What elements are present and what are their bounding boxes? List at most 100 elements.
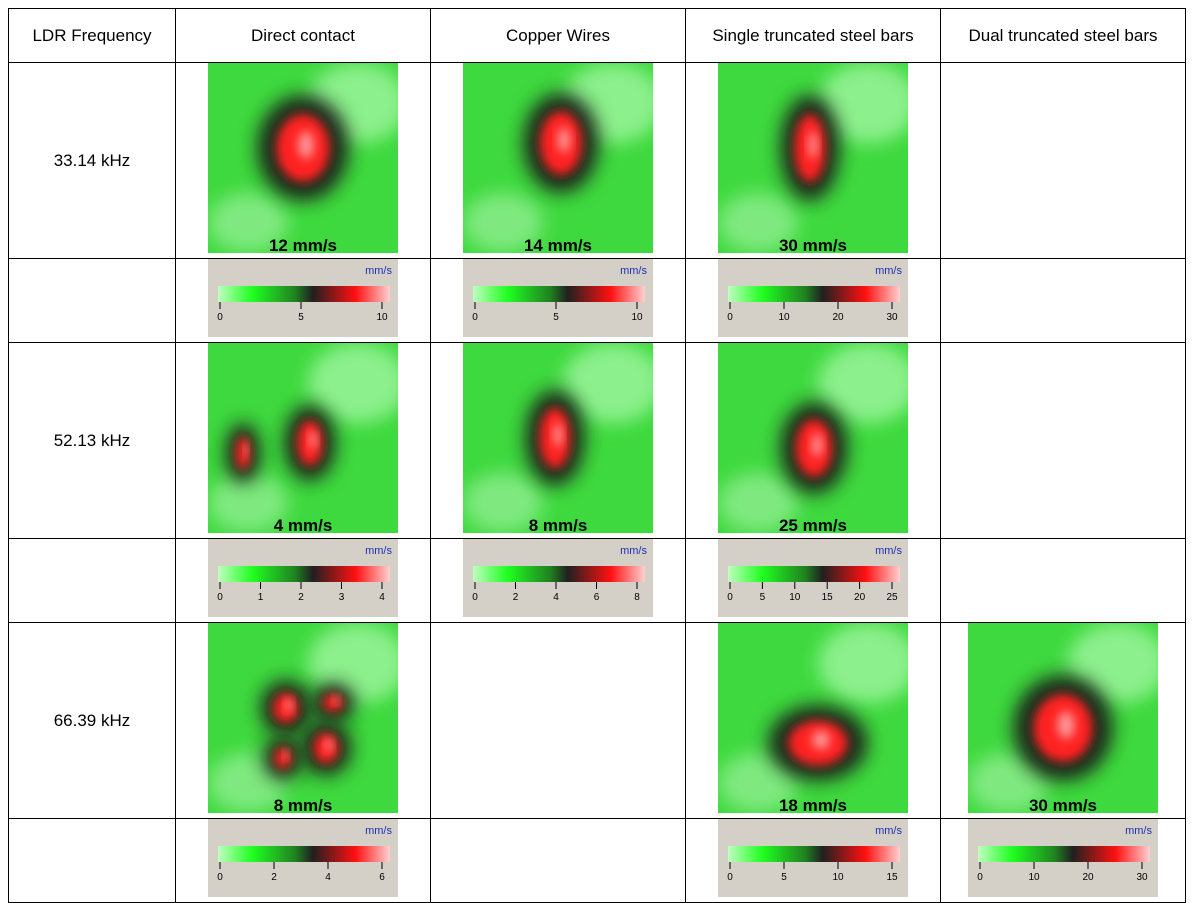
heatmap-core <box>811 433 823 457</box>
heatmap-light <box>718 193 798 253</box>
colorbar-tick-label: 0 <box>727 872 733 883</box>
image-cell <box>940 62 1186 259</box>
colorbar-tick-label: 0 <box>217 872 223 883</box>
heatmap-peak <box>323 694 343 712</box>
colorbar-tick-label: 20 <box>832 312 844 323</box>
empty-cell <box>8 258 176 343</box>
colorbar-cell: mm/s 0 5 10 15 20 25 <box>685 538 941 623</box>
heatmap-core <box>1057 711 1075 739</box>
colorbar-cell <box>940 258 1186 343</box>
colorbar-tick-label: 0 <box>472 312 478 323</box>
colorbar-tick-label: 10 <box>376 312 388 323</box>
velocity-label: 14 mm/s <box>523 236 593 255</box>
heatmap-light <box>818 343 918 423</box>
heatmap-core <box>808 131 818 159</box>
colorbar: mm/s 0 5 10 <box>463 259 653 337</box>
image-wrap: 8 mm/s <box>463 343 663 538</box>
colorbar-tick-label: 3 <box>339 592 345 603</box>
colorbar-tick-label: 20 <box>1082 872 1094 883</box>
heatmap-core <box>298 131 314 159</box>
heatmap-image <box>463 63 663 253</box>
colorbar-tick-label: 10 <box>832 872 844 883</box>
colorbar-tick-label: 10 <box>789 592 801 603</box>
colorbar-gradient <box>978 846 1150 862</box>
colorbar-tick-label: 10 <box>1028 872 1040 883</box>
velocity-label: 18 mm/s <box>778 796 848 815</box>
heatmap-image <box>718 63 918 253</box>
image-cell: 12 mm/s <box>175 62 431 259</box>
image-cell: 4 mm/s <box>175 342 431 539</box>
heatmap-image <box>718 343 918 533</box>
colorbar-wrap: mm/s 0 2 4 6 8 <box>463 539 653 622</box>
image-cell <box>940 342 1186 539</box>
colorbar-cell: mm/s 0 1 2 3 4 <box>175 538 431 623</box>
image-wrap: 14 mm/s <box>463 63 663 258</box>
colorbar-cell: mm/s 0 5 10 <box>430 258 686 343</box>
colorbar-wrap: mm/s 0 5 10 15 20 25 <box>718 539 908 622</box>
heatmap-core <box>309 431 317 449</box>
colorbar-tick-label: 2 <box>513 592 519 603</box>
colorbar-cell: mm/s 0 5 10 15 <box>685 818 941 903</box>
heatmap-image <box>718 623 918 813</box>
colorbar-unit: mm/s <box>365 545 392 557</box>
frequency-cell: 66.39 kHz <box>8 622 176 819</box>
image-wrap: 25 mm/s <box>718 343 918 538</box>
image-wrap: 30 mm/s <box>718 63 918 258</box>
colorbar-tick-label: 0 <box>472 592 478 603</box>
colorbar-wrap: mm/s 0 5 10 <box>208 259 398 342</box>
colorbar-tick-label: 6 <box>379 872 385 883</box>
empty-cell <box>8 538 176 623</box>
colorbar-row: mm/s 0 1 2 3 4 mm/s 0 2 4 6 8 mm/s 0 5 10 15 20 25 <box>8 538 1186 623</box>
colorbar: mm/s 0 5 10 15 <box>718 819 908 897</box>
heatmap-light <box>308 343 408 423</box>
image-row: 52.13 kHz 4 mm/s 8 mm/s 25 mm/s <box>8 342 1186 539</box>
colorbar: mm/s 0 2 4 6 8 <box>463 539 653 617</box>
colorbar-wrap: mm/s 0 10 20 30 <box>968 819 1158 902</box>
image-cell <box>430 622 686 819</box>
heatmap-light <box>718 753 798 813</box>
colorbar-row: mm/s 0 2 4 6 mm/s 0 5 10 15 mm/s 0 10 20 30 <box>8 818 1186 903</box>
colorbar-gradient <box>473 286 645 302</box>
colorbar-tick-label: 0 <box>217 592 223 603</box>
heatmap-core <box>325 739 333 751</box>
colorbar: mm/s 0 10 20 30 <box>968 819 1158 897</box>
heatmap-image <box>208 343 408 533</box>
colorbar-tick-label: 2 <box>298 592 304 603</box>
heatmap-core <box>283 750 289 760</box>
heatmap-light <box>208 473 288 533</box>
colorbar-tick-label: 15 <box>886 872 898 883</box>
colorbar-gradient <box>218 286 390 302</box>
header-cell: Direct contact <box>175 8 431 63</box>
heatmap-light <box>563 343 663 423</box>
colorbar-wrap: mm/s 0 5 10 <box>463 259 653 342</box>
colorbar-tick-label: 5 <box>781 872 787 883</box>
colorbar-wrap: mm/s 0 5 10 15 <box>718 819 908 902</box>
heatmap-light <box>208 193 288 253</box>
image-cell: 18 mm/s <box>685 622 941 819</box>
colorbar-cell: mm/s 0 10 20 30 <box>685 258 941 343</box>
colorbar-tick-label: 15 <box>822 592 834 603</box>
heatmap-core <box>244 443 248 457</box>
colorbar-gradient <box>218 566 390 582</box>
frequency-cell: 33.14 kHz <box>8 62 176 259</box>
heatmap-image <box>968 623 1168 813</box>
colorbar-unit: mm/s <box>365 265 392 277</box>
colorbar-tick-label: 20 <box>854 592 866 603</box>
colorbar-tick-label: 0 <box>217 312 223 323</box>
image-cell: 8 mm/s <box>430 342 686 539</box>
colorbar-cell: mm/s 0 5 10 <box>175 258 431 343</box>
image-cell: 25 mm/s <box>685 342 941 539</box>
header-cell: Dual truncated steel bars <box>940 8 1186 63</box>
colorbar-tick-label: 5 <box>298 312 304 323</box>
empty-cell <box>8 818 176 903</box>
heatmap-light <box>463 193 543 253</box>
image-cell: 30 mm/s <box>685 62 941 259</box>
heatmap-light <box>463 473 543 533</box>
colorbar-cell: mm/s 0 2 4 6 <box>175 818 431 903</box>
colorbar-unit: mm/s <box>875 545 902 557</box>
colorbar-gradient <box>473 566 645 582</box>
heatmap-image <box>208 623 408 813</box>
image-cell: 8 mm/s <box>175 622 431 819</box>
colorbar-gradient <box>218 846 390 862</box>
image-wrap: 12 mm/s <box>208 63 408 258</box>
